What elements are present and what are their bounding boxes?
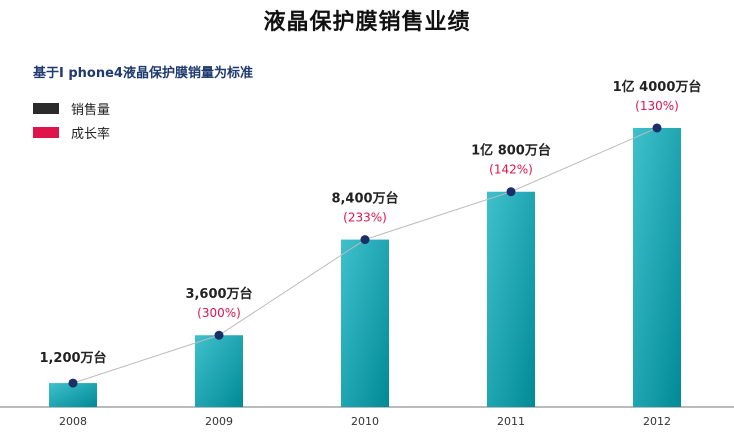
data-label-growth: (130%) (635, 99, 679, 113)
data-point-marker (360, 235, 370, 245)
legend-swatch-sales (33, 102, 59, 114)
chart-subtitle: 基于I phone4液晶保护膜销量为标准 (33, 66, 253, 81)
data-point-marker (214, 330, 224, 340)
x-tick-label: 2009 (205, 415, 233, 428)
legend-item-growth: 成长率 (33, 120, 110, 144)
data-label-sales: 8,400万台 (331, 191, 398, 207)
x-tick-label: 2012 (643, 415, 671, 428)
legend-item-sales: 销售量 (33, 96, 110, 120)
data-point-marker (652, 123, 662, 133)
legend-label-sales: 销售量 (71, 102, 111, 118)
x-tick-label: 2011 (497, 415, 525, 428)
data-label-growth: (300%) (197, 306, 241, 320)
x-tick-label: 2010 (351, 415, 379, 428)
x-tick-label: 2008 (59, 415, 87, 428)
data-point-marker (68, 378, 78, 388)
legend: 销售量 成长率 (33, 96, 110, 144)
data-label-sales: 1亿 4000万台 (613, 79, 702, 95)
data-label-sales: 3,600万台 (185, 286, 252, 302)
data-label-growth: (142%) (489, 163, 533, 177)
chart-title: 液晶保护膜销售业绩 (263, 10, 471, 35)
data-label-sales: 1,200万台 (39, 350, 106, 366)
data-point-marker (506, 187, 516, 197)
bar (633, 127, 681, 407)
legend-swatch-growth (33, 126, 59, 138)
data-label-growth: (233%) (343, 211, 387, 225)
legend-label-growth: 成长率 (71, 126, 111, 142)
bar (49, 383, 97, 407)
bar (487, 191, 535, 407)
bar (195, 335, 243, 407)
data-label-sales: 1亿 800万台 (471, 143, 551, 159)
bar (341, 239, 389, 407)
